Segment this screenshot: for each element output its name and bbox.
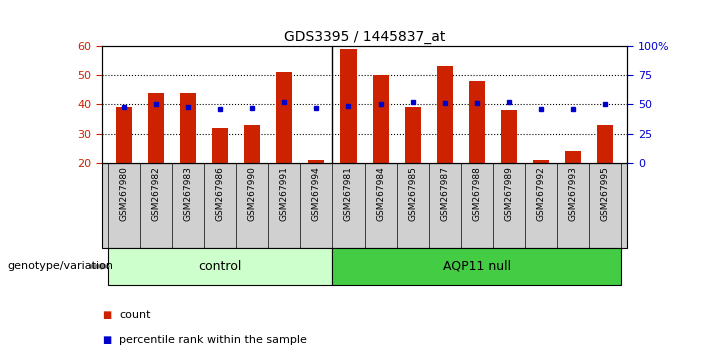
- Bar: [437, 67, 453, 163]
- Text: GSM267988: GSM267988: [472, 166, 481, 221]
- Text: percentile rank within the sample: percentile rank within the sample: [119, 335, 307, 345]
- Bar: [597, 125, 613, 163]
- Title: GDS3395 / 1445837_at: GDS3395 / 1445837_at: [284, 30, 445, 44]
- Bar: [245, 125, 260, 163]
- Text: GSM267984: GSM267984: [376, 166, 385, 221]
- Text: GSM267982: GSM267982: [151, 166, 161, 221]
- Text: ■: ■: [102, 310, 111, 320]
- Text: count: count: [119, 310, 151, 320]
- Bar: [116, 107, 132, 163]
- Text: control: control: [198, 260, 242, 273]
- Bar: [469, 81, 484, 163]
- Text: ■: ■: [102, 335, 111, 345]
- Bar: [565, 151, 581, 163]
- Bar: [341, 49, 357, 163]
- Text: GSM267991: GSM267991: [280, 166, 289, 221]
- Text: GSM267990: GSM267990: [248, 166, 257, 221]
- Bar: [276, 72, 292, 163]
- Text: genotype/variation: genotype/variation: [7, 261, 113, 272]
- Text: GSM267987: GSM267987: [440, 166, 449, 221]
- Text: GSM267995: GSM267995: [601, 166, 609, 221]
- Text: GSM267986: GSM267986: [216, 166, 225, 221]
- Bar: [501, 110, 517, 163]
- Text: GSM267985: GSM267985: [408, 166, 417, 221]
- Bar: [212, 128, 229, 163]
- Bar: [148, 93, 164, 163]
- Text: GSM267993: GSM267993: [569, 166, 578, 221]
- Text: AQP11 null: AQP11 null: [442, 260, 511, 273]
- Text: GSM267992: GSM267992: [536, 166, 545, 221]
- Bar: [308, 160, 325, 163]
- Bar: [180, 93, 196, 163]
- Text: GSM267981: GSM267981: [344, 166, 353, 221]
- Bar: [372, 75, 388, 163]
- Bar: [533, 160, 549, 163]
- Text: GSM267994: GSM267994: [312, 166, 321, 221]
- Text: GSM267980: GSM267980: [120, 166, 128, 221]
- Bar: [404, 107, 421, 163]
- Text: GSM267989: GSM267989: [504, 166, 513, 221]
- Text: GSM267983: GSM267983: [184, 166, 193, 221]
